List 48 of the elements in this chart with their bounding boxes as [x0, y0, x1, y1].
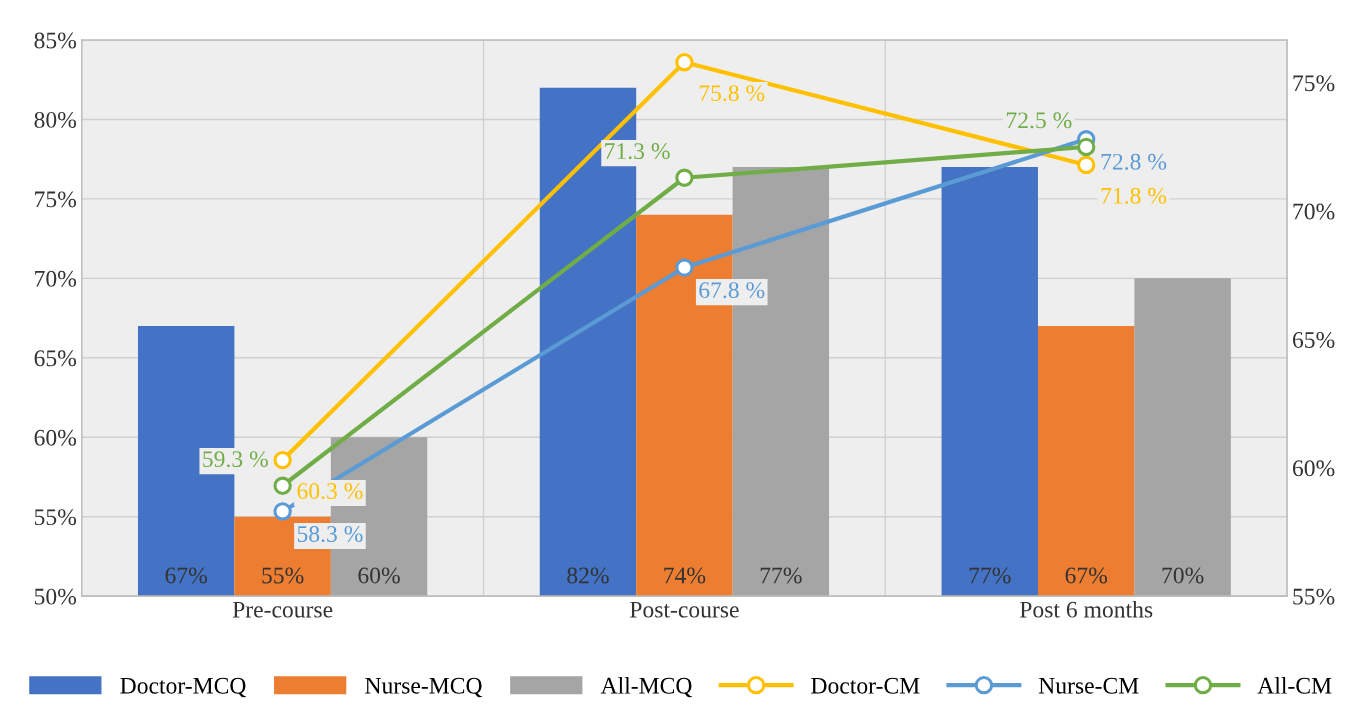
data-label: 70%	[1162, 567, 1204, 584]
data-label: 74%	[664, 567, 706, 584]
y2-tick-label: 65%	[1292, 331, 1335, 348]
legend-label: Doctor-CM	[811, 677, 920, 694]
y-tick-label: 55%	[34, 509, 77, 526]
data-label: 72.5 %	[1006, 112, 1072, 129]
data-label: 75.8 %	[699, 85, 765, 102]
data-label: 71.8 %	[1101, 187, 1167, 204]
y-tick-label: 65%	[34, 350, 77, 367]
y-tick-label: 50%	[34, 588, 77, 605]
legend-label: Doctor-MCQ	[120, 677, 247, 698]
data-label: 71.3 %	[605, 143, 670, 160]
y2-tick-label: 55%	[1293, 588, 1335, 605]
data-label: 60%	[358, 567, 400, 584]
y2-tick-label: 75%	[1293, 75, 1335, 92]
data-label: 82%	[567, 567, 609, 584]
x-tick-label: Post 6 months	[1019, 601, 1153, 618]
data-label: 67.8 %	[699, 282, 765, 299]
data-label: 60.3 %	[297, 483, 363, 500]
data-label: 58.3 %	[297, 526, 363, 543]
data-label: 59.3 %	[203, 451, 268, 468]
y2-tick-label: 60%	[1292, 460, 1335, 477]
data-label: 55%	[262, 567, 304, 584]
legend-label: Nurse-MCQ	[365, 677, 483, 698]
data-label: 67%	[165, 567, 208, 584]
x-tick-label: Post-course	[630, 601, 739, 618]
x-tick-label: Pre-course	[232, 601, 333, 618]
legend-label: All-CM	[1257, 677, 1332, 694]
point	[1077, 137, 1096, 157]
y-tick-label: 70%	[35, 270, 77, 287]
data-label: 67%	[1065, 567, 1108, 584]
point	[273, 476, 292, 495]
point	[675, 258, 694, 277]
point	[675, 168, 694, 187]
legend-label: All-MCQ	[600, 677, 693, 698]
y-tick-label: 85%	[34, 32, 77, 49]
point	[1077, 155, 1096, 175]
y-tick-label: 75%	[35, 191, 77, 208]
point	[675, 53, 694, 72]
legend-label: Nurse-CM	[1038, 677, 1139, 694]
point	[273, 450, 292, 470]
y-tick-label: 60%	[34, 429, 77, 446]
data-label: 77%	[969, 567, 1011, 584]
point	[273, 502, 292, 521]
data-label: 77%	[760, 567, 802, 584]
y2-tick-label: 70%	[1293, 203, 1335, 220]
data-label: 72.8 %	[1101, 153, 1167, 170]
y-tick-label: 80%	[34, 111, 77, 128]
